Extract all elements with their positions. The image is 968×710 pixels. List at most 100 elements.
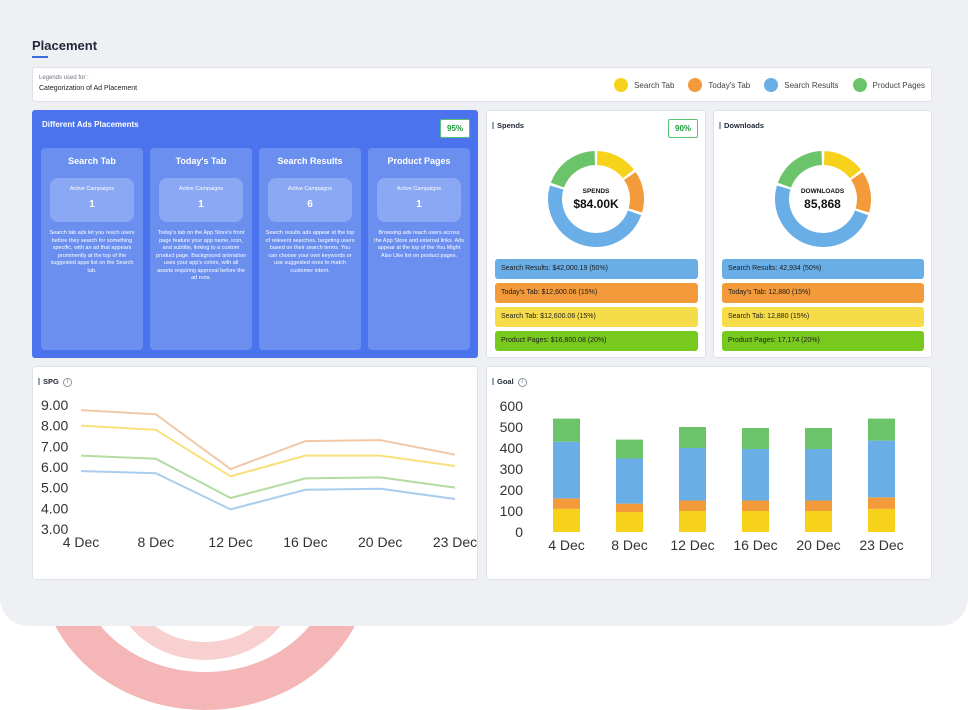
x-tick-label: 20 Dec xyxy=(796,537,840,553)
legend-label: Search Tab xyxy=(634,80,675,90)
y-tick-label: 200 xyxy=(500,482,524,498)
spg-card: SPG i 9.00 8.00 7.00 6.00 5.00 4.00 3.00 4 Dec 8 … xyxy=(32,366,478,580)
x-tick-label: 8 Dec xyxy=(138,534,175,550)
goal-bar-segment-search-results[interactable] xyxy=(616,458,643,504)
y-tick-label: 4.00 xyxy=(41,500,68,516)
spends-row-product-pages: Product Pages: $16,800.08 (20%) xyxy=(495,331,698,351)
legend-title: Categorization of Ad Placement xyxy=(39,85,138,92)
goal-bar-segment-search-tab[interactable] xyxy=(742,511,769,532)
spg-series-line-2[interactable] xyxy=(80,424,456,478)
ad-column-description: Browsing ads reach users across the App … xyxy=(374,230,464,259)
legend-item-search-results[interactable]: Search Results xyxy=(764,78,839,92)
spg-series-line-3[interactable] xyxy=(80,454,456,500)
spg-series-line-1[interactable] xyxy=(80,409,456,471)
title-underline xyxy=(32,56,48,58)
donut-segment-today-s-tab[interactable] xyxy=(624,171,644,213)
goal-title: Goal i xyxy=(492,377,527,387)
y-tick-label: 6.00 xyxy=(41,459,68,475)
y-tick-label: 500 xyxy=(500,419,524,435)
donut-segment-search-tab[interactable] xyxy=(823,151,861,179)
goal-bar-segment-product-pages[interactable] xyxy=(805,428,832,450)
donut-segment-today-s-tab[interactable] xyxy=(850,171,871,213)
spends-card: Spends 90% SPENDS $84.00K Search Results… xyxy=(486,110,706,358)
x-tick-label: 12 Dec xyxy=(208,534,252,550)
downloads-donut-chart: DOWNLOADS 85,868 xyxy=(773,149,873,249)
ad-column-product-pages[interactable]: Product Pages Active Campaigns 1 Browsin… xyxy=(368,148,470,350)
legend-item-search-tab[interactable]: Search Tab xyxy=(614,78,674,92)
active-campaigns-value: 1 xyxy=(198,199,204,210)
ad-column-todays-tab[interactable]: Today's Tab Active Campaigns 1 Today's t… xyxy=(150,148,252,350)
ad-column-search-tab[interactable]: Search Tab Active Campaigns 1 Search tab… xyxy=(41,148,143,350)
spends-row-search-tab: Search Tab: $12,600.06 (15%) xyxy=(495,307,698,327)
donut-segment-product-pages[interactable] xyxy=(550,151,595,188)
x-tick-label: 16 Dec xyxy=(733,537,777,553)
y-tick-label: 600 xyxy=(500,398,524,414)
y-tick-label: 300 xyxy=(500,461,524,477)
active-campaigns-box: Active Campaigns 1 xyxy=(50,178,134,222)
donut-segment-product-pages[interactable] xyxy=(777,151,822,188)
goal-bar-segment-search-tab[interactable] xyxy=(868,508,895,532)
goal-bar-segment-search-results[interactable] xyxy=(868,440,895,498)
x-tick-label: 4 Dec xyxy=(548,537,585,553)
goal-bar-segment-search-tab[interactable] xyxy=(553,508,580,532)
goal-bar-segment-product-pages[interactable] xyxy=(553,418,580,442)
goal-bar-segment-today-s-tab[interactable] xyxy=(679,500,706,512)
spg-line-chart: 9.00 8.00 7.00 6.00 5.00 4.00 3.004 Dec 8 Dec 12… xyxy=(41,397,477,550)
active-campaigns-value: 1 xyxy=(416,199,422,210)
goal-bar-segment-search-tab[interactable] xyxy=(616,512,643,532)
goal-bar-segment-today-s-tab[interactable] xyxy=(616,503,643,513)
ad-column-name: Product Pages xyxy=(387,156,451,166)
ad-column-search-results[interactable]: Search Results Active Campaigns 6 Search… xyxy=(259,148,361,350)
info-icon[interactable]: i xyxy=(62,378,72,387)
y-tick-label: 9.00 xyxy=(41,397,68,413)
goal-bar-segment-today-s-tab[interactable] xyxy=(805,500,832,512)
spends-row-todays-tab: Today's Tab: $12,600.06 (15%) xyxy=(495,283,698,303)
x-tick-label: 20 Dec xyxy=(358,534,402,550)
goal-bar-segment-product-pages[interactable] xyxy=(742,428,769,450)
spends-center-value: $84.00K xyxy=(573,197,619,211)
active-campaigns-value: 6 xyxy=(307,199,313,210)
ads-placements-card: Different Ads Placements 95% Search Tab … xyxy=(32,110,478,358)
downloads-row-todays-tab: Today's Tab: 12,880 (15%) xyxy=(722,283,924,303)
donut-segment-search-results[interactable] xyxy=(774,185,868,248)
goal-bar-segment-search-results[interactable] xyxy=(679,448,706,501)
spg-title-text: SPG xyxy=(43,377,59,386)
downloads-center-label: DOWNLOADS xyxy=(800,188,845,195)
donut-segment-search-tab[interactable] xyxy=(597,151,634,179)
donut-segment-search-results[interactable] xyxy=(547,185,642,248)
active-campaigns-box: Active Campaigns 1 xyxy=(377,178,461,222)
y-tick-label: 100 xyxy=(500,503,524,519)
goal-bar-segment-today-s-tab[interactable] xyxy=(553,498,580,509)
downloads-row-search-tab: Search Tab: 12,880 (15%) xyxy=(722,307,924,327)
active-campaigns-box: Active Campaigns 6 xyxy=(268,178,352,222)
goal-bar-segment-today-s-tab[interactable] xyxy=(742,500,769,512)
legend-dot-icon xyxy=(852,78,867,92)
goal-bar-segment-product-pages[interactable] xyxy=(679,427,706,448)
legend-item-product-pages[interactable]: Product Pages xyxy=(852,78,925,92)
goal-bar-segment-product-pages[interactable] xyxy=(616,439,643,459)
spg-title: SPG i xyxy=(38,377,72,387)
spends-row-search-results: Search Results: $42,000.19 (50%) xyxy=(495,259,698,279)
goal-bar-segment-product-pages[interactable] xyxy=(868,418,895,441)
goal-bar-segment-search-tab[interactable] xyxy=(805,511,832,532)
goal-bar-chart: 600 500 400 300 200 100 0 4 Dec 8 Dec 12 Dec 16 De… xyxy=(500,398,904,553)
spg-series-line-4[interactable] xyxy=(80,470,456,511)
info-icon[interactable]: i xyxy=(517,378,527,387)
ad-column-name: Today's Tab xyxy=(175,156,227,166)
x-tick-label: 12 Dec xyxy=(670,537,714,553)
active-campaigns-label: Active Campaigns xyxy=(287,186,333,192)
goal-bar-segment-search-results[interactable] xyxy=(805,449,832,501)
legend-item-todays-tab[interactable]: Today's Tab xyxy=(688,78,750,92)
downloads-row-product-pages: Product Pages: 17,174 (20%) xyxy=(722,331,924,351)
x-tick-label: 23 Dec xyxy=(433,534,477,550)
ad-column-description: Search tab ads let you reach users befor… xyxy=(49,230,135,274)
goal-bar-segment-today-s-tab[interactable] xyxy=(868,497,895,509)
spends-percent-badge: 90% xyxy=(668,119,699,138)
goal-bar-segment-search-results[interactable] xyxy=(742,449,769,501)
downloads-donut-svg xyxy=(774,151,871,248)
goal-bar-segment-search-tab[interactable] xyxy=(679,511,706,532)
legend-dot-icon xyxy=(688,78,703,92)
goal-bar-segment-search-results[interactable] xyxy=(553,441,580,499)
y-tick-label: 7.00 xyxy=(41,438,68,454)
x-tick-label: 16 Dec xyxy=(283,534,327,550)
